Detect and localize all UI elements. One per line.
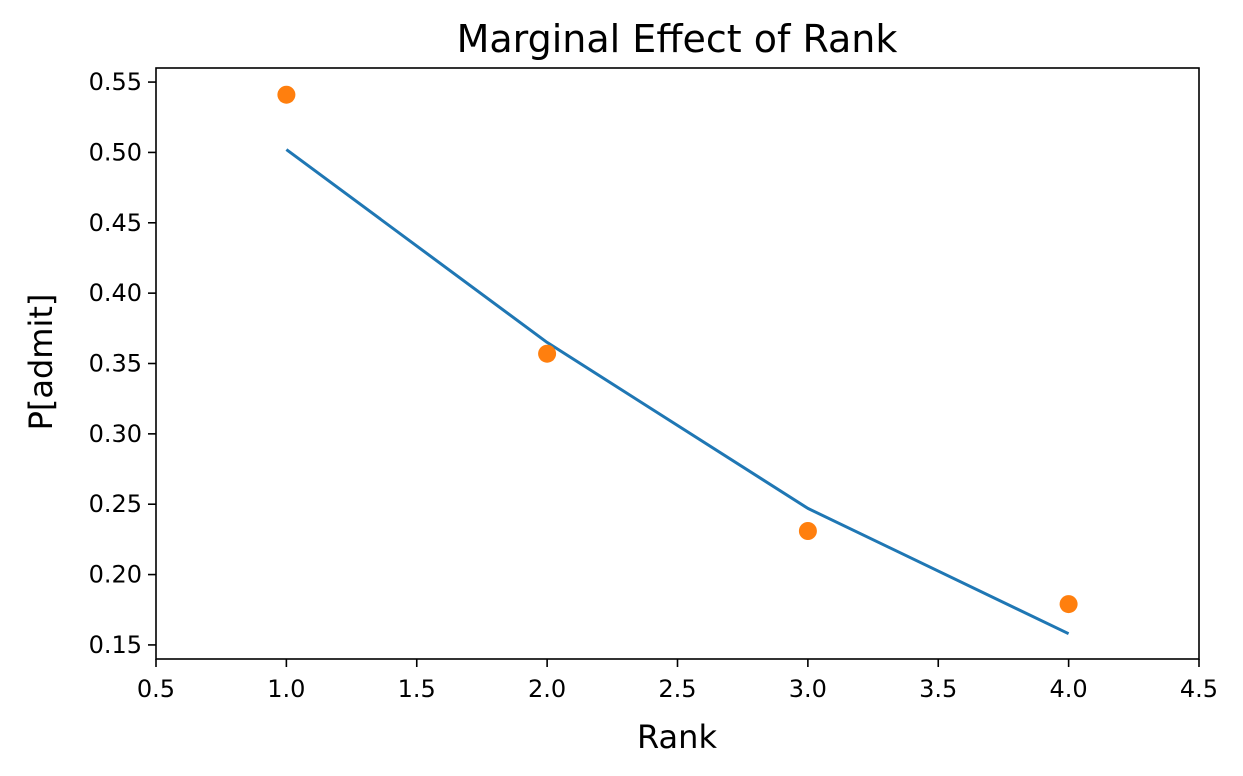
series-line — [285, 148, 1070, 636]
x-tick-label: 1.0 — [267, 675, 305, 703]
scatter-point — [538, 344, 557, 363]
scatter-point — [798, 522, 817, 540]
y-tick-label: 0.25 — [89, 490, 142, 518]
plot-area — [155, 67, 1200, 660]
x-tick-label: 3.0 — [789, 675, 827, 703]
y-tick-label: 0.50 — [89, 138, 142, 166]
y-tick-label: 0.40 — [89, 279, 142, 307]
x-tick-label: 2.0 — [528, 675, 566, 703]
x-tick-label: 4.0 — [1050, 675, 1088, 703]
x-tick-label: 1.5 — [398, 675, 436, 703]
y-axis-label: P[admit] — [22, 294, 60, 431]
x-tick-label: 3.5 — [919, 675, 957, 703]
axes-frame — [155, 67, 1200, 660]
x-tick-label: 0.5 — [137, 675, 175, 703]
y-tick-label: 0.45 — [89, 209, 142, 237]
scatter-point — [1059, 595, 1078, 614]
y-tick-label: 0.30 — [89, 420, 142, 448]
x-axis-ticks: 0.5 1.0 1.5 2.0 2.5 3.0 3.5 4.0 4.5 — [137, 659, 1218, 703]
x-tick-label: 2.5 — [658, 675, 696, 703]
y-axis-ticks: 0.15 0.20 0.25 0.30 0.35 0.40 0.45 0.50 0.55 — [89, 68, 156, 659]
chart-title: Marginal Effect of Rank — [457, 17, 898, 61]
y-tick-label: 0.15 — [89, 631, 142, 659]
scatter-point — [277, 85, 296, 104]
x-axis-label: Rank — [637, 718, 717, 756]
y-tick-label: 0.20 — [89, 561, 142, 589]
y-tick-label: 0.55 — [89, 68, 142, 96]
x-tick-label: 4.5 — [1180, 675, 1218, 703]
y-tick-label: 0.35 — [89, 350, 142, 378]
